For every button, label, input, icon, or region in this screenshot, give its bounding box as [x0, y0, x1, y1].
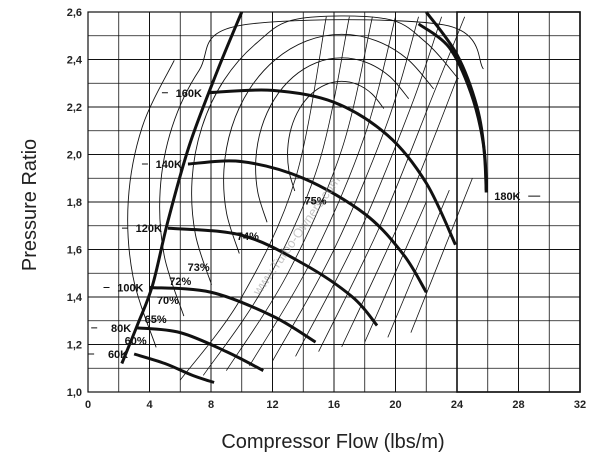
speed-characteristic-line [295, 16, 443, 357]
speed-label-100k: 100K [117, 283, 143, 295]
speed-label-120k: 120K [136, 223, 162, 235]
efficiency-contour [191, 15, 459, 285]
x-tick-label: 28 [512, 399, 524, 411]
x-tick-label: 20 [389, 399, 401, 411]
speed-label-180k: 180K [494, 191, 520, 203]
speed-line-80k [137, 326, 264, 372]
speed-label-60k: 60K [108, 349, 128, 361]
x-tick-label: 32 [574, 399, 586, 411]
surge-line [120, 11, 244, 365]
y-tick-label: 1,6 [67, 245, 82, 257]
x-tick-label: 16 [328, 399, 340, 411]
speed-characteristic-line [341, 78, 458, 348]
x-tick-label: 4 [146, 399, 153, 411]
x-tick-label: 24 [451, 399, 464, 411]
y-tick-label: 1,8 [67, 197, 82, 209]
efficiency-label: 75% [305, 195, 327, 207]
speed-characteristic-line [410, 178, 473, 333]
x-axis-title: Compressor Flow (lbs/m) [221, 431, 444, 453]
map-lines [120, 11, 488, 384]
speed-label-160k: 160K [176, 88, 202, 100]
y-tick-label: 1,0 [67, 387, 82, 399]
efficiency-label: 70% [157, 295, 179, 307]
y-tick-label: 2,2 [67, 102, 82, 114]
axis-ticks: 0 4 8 12 16 20 24 28 32 1,0 1,2 1,4 1,6 1,8 2,0 2,2 2,4 2… [67, 7, 586, 411]
speed-characteristic-line [272, 16, 419, 362]
speed-label-80k: 80K [111, 323, 131, 335]
x-tick-label: 12 [266, 399, 278, 411]
efficiency-label: 74% [237, 231, 259, 243]
y-tick-label: 2,6 [67, 7, 82, 19]
speed-line-160k [207, 88, 457, 246]
speed-characteristic-line [179, 16, 327, 381]
choke-region-grid [456, 11, 581, 393]
x-tick-label: 0 [85, 399, 91, 411]
speed-characteristic-line [318, 16, 466, 352]
efficiency-label: 72% [169, 276, 191, 288]
efficiency-contour [223, 33, 434, 254]
efficiency-contour [159, 19, 484, 317]
efficiency-contour [127, 60, 175, 348]
efficiency-label: 65% [145, 314, 167, 326]
speed-line-120k [167, 226, 379, 327]
efficiency-contour [287, 80, 385, 192]
speed-characteristic-line [387, 189, 450, 338]
speed-label-140k: 140K [156, 159, 182, 171]
speed-line-140k [187, 159, 428, 294]
speed-characteristic-line [202, 16, 350, 376]
efficiency-label: 60% [125, 336, 147, 348]
choke-region-box [456, 11, 581, 393]
speed-characteristic-line [226, 16, 373, 371]
speed-line-180k [417, 22, 488, 191]
speed-line-60k [133, 352, 215, 384]
speed-characteristic-line [249, 16, 396, 367]
efficiency-label: 73% [188, 262, 210, 274]
y-tick-label: 1,4 [67, 292, 83, 304]
y-axis-title: Pressure Ratio [19, 139, 41, 271]
speed-characteristic-line [364, 201, 427, 343]
speed-line-100k [149, 286, 317, 344]
x-tick-label: 8 [208, 399, 214, 411]
efficiency-contour [255, 57, 410, 223]
line-labels: 60K 80K 100K 120K 140K 160K 180K 60% 65% 70% 72% 73… [88, 88, 541, 361]
y-tick-label: 1,2 [67, 340, 82, 352]
y-tick-label: 2,4 [67, 55, 83, 67]
y-tick-label: 2,0 [67, 150, 82, 162]
efficiency-curves [127, 15, 484, 381]
